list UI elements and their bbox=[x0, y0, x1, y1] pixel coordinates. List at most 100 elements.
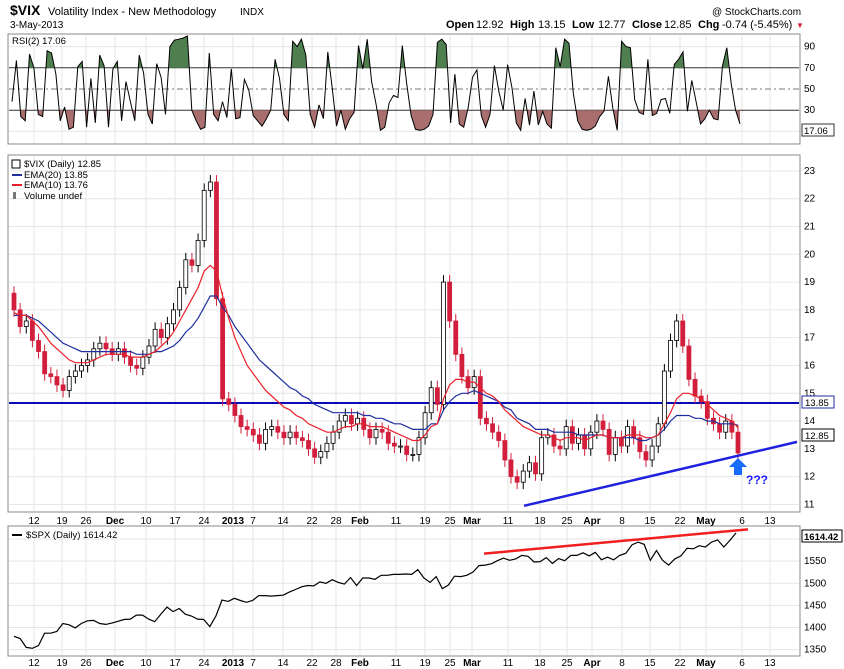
candle-body bbox=[490, 423, 495, 433]
price-ytick: 18 bbox=[804, 305, 816, 316]
candle-body bbox=[342, 415, 348, 422]
candle-body bbox=[551, 434, 557, 447]
price-ytick: 21 bbox=[804, 221, 816, 232]
candle-body bbox=[299, 437, 305, 441]
candle-body bbox=[306, 440, 311, 450]
rsi-oversold-fill bbox=[410, 110, 434, 131]
candle-body bbox=[735, 431, 741, 454]
rsi-overbought-fill bbox=[45, 50, 55, 68]
x-tick-label-bottom: Feb bbox=[351, 658, 369, 669]
x-tick-label-bottom: 17 bbox=[169, 658, 181, 669]
price-ytick: 14 bbox=[804, 416, 816, 427]
price-ytick: 15 bbox=[804, 388, 816, 399]
high-label: High bbox=[510, 19, 535, 31]
candle-body bbox=[355, 417, 360, 425]
open-value: 12.92 bbox=[476, 19, 504, 31]
ema20-last-box bbox=[801, 395, 835, 409]
candle-body bbox=[526, 462, 532, 472]
x-tick-label: 17 bbox=[169, 516, 181, 527]
candle-body bbox=[422, 412, 428, 439]
close-value: 12.85 bbox=[664, 19, 692, 31]
chg-down-arrow-icon: ▼ bbox=[796, 21, 804, 30]
vix-legend-icon bbox=[11, 159, 21, 169]
rsi-line bbox=[11, 35, 741, 132]
candle-body bbox=[453, 320, 459, 355]
x-tick-label-bottom: May bbox=[696, 658, 716, 669]
rsi-oversold-fill bbox=[65, 110, 75, 130]
candle-body bbox=[668, 340, 673, 372]
candle-body bbox=[140, 356, 146, 369]
x-tick-label-bottom: Apr bbox=[583, 658, 600, 669]
rsi-oversold-fill bbox=[20, 110, 26, 121]
candle-body bbox=[379, 428, 385, 433]
quote-date: 3-May-2013 bbox=[10, 20, 64, 31]
price-panel-frame bbox=[7, 154, 801, 513]
rsi-ytick: 50 bbox=[804, 84, 816, 95]
low-value: 12.77 bbox=[598, 19, 626, 31]
x-tick-label-bottom: 10 bbox=[140, 658, 152, 669]
x-tick-label: 26 bbox=[80, 516, 92, 527]
candle-body bbox=[330, 431, 336, 444]
candle-body bbox=[502, 440, 508, 461]
candle-body bbox=[312, 448, 318, 458]
price-ytick: 20 bbox=[804, 249, 816, 260]
candle-body bbox=[30, 320, 35, 341]
candle-body bbox=[177, 287, 183, 311]
candle-body bbox=[643, 451, 649, 461]
x-tick-label: Feb bbox=[351, 516, 369, 527]
x-tick-label: 10 bbox=[140, 516, 152, 527]
x-tick-label-bottom: Dec bbox=[106, 658, 125, 669]
rsi-oversold-fill bbox=[283, 110, 289, 121]
candle-body bbox=[66, 376, 72, 391]
candle-body bbox=[336, 420, 342, 433]
low-label: Low bbox=[572, 19, 594, 31]
x-tick-label-bottom: 22 bbox=[674, 658, 686, 669]
candle-body bbox=[42, 351, 48, 375]
x-tick-label-bottom: 26 bbox=[80, 658, 92, 669]
candle-body bbox=[287, 431, 293, 439]
candle-body bbox=[23, 320, 29, 327]
x-tick-label: 25 bbox=[561, 516, 573, 527]
candle-body bbox=[569, 426, 575, 444]
candle-body bbox=[582, 434, 588, 450]
candle-body bbox=[484, 417, 489, 425]
spx-ytick: 1400 bbox=[804, 622, 827, 633]
rsi-oversold-fill bbox=[651, 110, 658, 116]
candle-body bbox=[54, 376, 60, 386]
price-ytick: 23 bbox=[804, 166, 816, 177]
x-tick-label-bottom: 19 bbox=[56, 658, 68, 669]
candle-body bbox=[588, 431, 594, 450]
candle-body bbox=[600, 420, 606, 430]
x-tick-label: 22 bbox=[674, 516, 686, 527]
candle-body bbox=[428, 387, 434, 414]
rsi-overbought-fill bbox=[620, 41, 633, 68]
ohlc-summary: Open 12.92 High 13.15 Low 12.77 Close 12… bbox=[446, 19, 804, 31]
spx-panel-frame bbox=[7, 525, 801, 657]
candle-body bbox=[79, 365, 84, 372]
volume-legend: Volume undef bbox=[24, 191, 82, 202]
candle-body bbox=[447, 281, 453, 322]
x-tick-label: 19 bbox=[56, 516, 68, 527]
candle-body bbox=[17, 309, 23, 327]
spx-ytick: 1500 bbox=[804, 578, 827, 589]
candle-body bbox=[533, 462, 538, 475]
candle-body bbox=[207, 181, 213, 191]
candle-body bbox=[122, 348, 127, 358]
spx-line bbox=[13, 532, 737, 649]
volume-legend-icon bbox=[13, 192, 16, 199]
question-annotation: ??? bbox=[746, 473, 768, 487]
ema20-last-value: 13.85 bbox=[805, 398, 829, 409]
candle-body bbox=[164, 323, 170, 339]
x-tick-label-bottom: 2013 bbox=[222, 658, 245, 669]
x-tick-label: 28 bbox=[330, 516, 342, 527]
rsi-overbought-fill bbox=[722, 47, 730, 68]
x-tick-label: 15 bbox=[644, 516, 656, 527]
price-ytick: 11 bbox=[804, 499, 815, 510]
candle-body bbox=[91, 348, 97, 361]
rsi-plot bbox=[11, 35, 741, 132]
candle-body bbox=[349, 415, 354, 425]
candle-body bbox=[146, 345, 152, 358]
rsi-ytick: 30 bbox=[804, 105, 816, 116]
price-ytick: 13 bbox=[804, 444, 816, 455]
candle-body bbox=[158, 328, 164, 339]
